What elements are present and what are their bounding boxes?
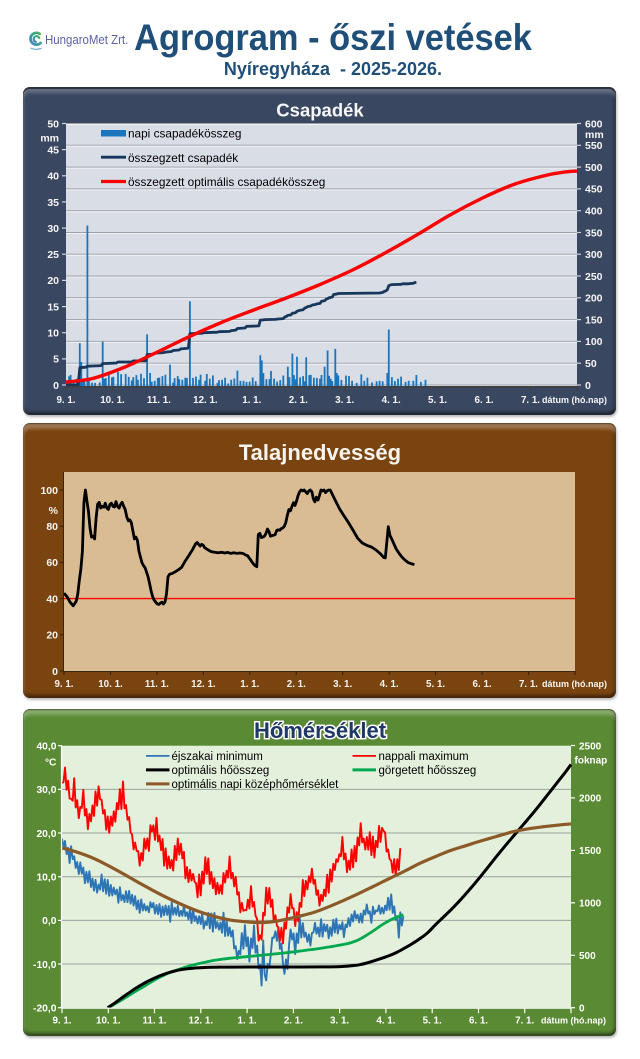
svg-text:napi csapadékösszeg: napi csapadékösszeg — [128, 127, 241, 141]
svg-text:400: 400 — [585, 206, 603, 218]
svg-text:2. 1.: 2. 1. — [287, 679, 306, 690]
svg-text:20: 20 — [47, 275, 59, 287]
svg-text:40,0: 40,0 — [36, 742, 56, 753]
svg-text:5: 5 — [53, 354, 59, 366]
svg-text:25: 25 — [47, 249, 59, 261]
svg-text:Csapadék: Csapadék — [276, 100, 364, 121]
svg-text:20: 20 — [46, 630, 58, 642]
svg-text:1. 1.: 1. 1. — [242, 395, 261, 406]
svg-text:6. 1.: 6. 1. — [475, 395, 494, 406]
svg-text:0: 0 — [579, 1004, 585, 1015]
svg-text:6. 1.: 6. 1. — [469, 1016, 488, 1027]
svg-text:mm: mm — [40, 133, 59, 145]
svg-text:45: 45 — [47, 144, 59, 156]
svg-text:30,0: 30,0 — [36, 785, 56, 796]
svg-text:°C: °C — [45, 758, 57, 769]
svg-text:50: 50 — [47, 118, 59, 130]
svg-text:9. 1.: 9. 1. — [52, 1016, 71, 1027]
svg-text:12. 1.: 12. 1. — [189, 1016, 214, 1027]
svg-text:5. 1.: 5. 1. — [428, 395, 447, 406]
svg-text:250: 250 — [585, 271, 603, 283]
svg-text:0: 0 — [53, 380, 59, 392]
svg-text:10. 1.: 10. 1. — [98, 679, 123, 690]
svg-text:7. 1.: 7. 1. — [515, 1016, 534, 1027]
svg-text:300: 300 — [585, 249, 603, 261]
svg-text:optimális napi középhőmérsékle: optimális napi középhőmérséklet — [172, 779, 340, 791]
svg-text:7. 1.: 7. 1. — [521, 395, 540, 406]
svg-text:mm: mm — [585, 129, 604, 141]
svg-text:550: 550 — [585, 140, 603, 152]
svg-text:2000: 2000 — [579, 794, 602, 805]
svg-text:görgetett hőösszeg: görgetett hőösszeg — [379, 765, 477, 777]
svg-text:3. 1.: 3. 1. — [333, 679, 352, 690]
svg-text:100: 100 — [585, 336, 603, 348]
svg-text:4. 1.: 4. 1. — [382, 395, 401, 406]
svg-text:7. 1.: 7. 1. — [519, 679, 538, 690]
svg-text:500: 500 — [579, 951, 596, 962]
svg-text:6. 1.: 6. 1. — [473, 679, 492, 690]
svg-text:40: 40 — [47, 171, 59, 183]
svg-text:Hőmérséklet: Hőmérséklet — [254, 718, 387, 743]
svg-text:11. 1.: 11. 1. — [145, 679, 169, 690]
svg-text:350: 350 — [585, 227, 603, 239]
svg-text:4. 1.: 4. 1. — [380, 679, 399, 690]
svg-text:150: 150 — [585, 314, 603, 326]
svg-text:-10,0: -10,0 — [33, 960, 57, 971]
svg-text:10. 1.: 10. 1. — [100, 395, 125, 406]
svg-text:10,0: 10,0 — [36, 873, 56, 884]
svg-text:80: 80 — [46, 521, 58, 533]
svg-text:200: 200 — [585, 293, 603, 305]
svg-text:dátum (hó.nap): dátum (hó.nap) — [541, 1016, 606, 1026]
svg-text:10: 10 — [47, 328, 59, 340]
svg-text:foknap: foknap — [575, 756, 608, 767]
svg-text:20,0: 20,0 — [36, 829, 56, 840]
svg-text:50: 50 — [585, 358, 597, 370]
svg-text:9. 1.: 9. 1. — [54, 679, 73, 690]
svg-text:0,0: 0,0 — [42, 916, 57, 927]
svg-text:%: % — [49, 505, 59, 517]
svg-text:dátum (hó.nap): dátum (hó.nap) — [542, 679, 607, 689]
svg-text:40: 40 — [46, 593, 58, 605]
svg-text:12. 1.: 12. 1. — [193, 395, 218, 406]
svg-text:12. 1.: 12. 1. — [191, 679, 216, 690]
svg-text:5. 1.: 5. 1. — [423, 1016, 442, 1027]
svg-text:optimális hőösszeg: optimális hőösszeg — [172, 765, 270, 777]
svg-text:3. 1.: 3. 1. — [335, 395, 354, 406]
svg-text:35: 35 — [47, 197, 59, 209]
svg-text:11. 1.: 11. 1. — [143, 1016, 167, 1027]
svg-text:Talajnedvesség: Talajnedvesség — [239, 440, 401, 465]
svg-text:15: 15 — [47, 301, 59, 313]
svg-text:600: 600 — [585, 118, 603, 130]
svg-text:1. 1.: 1. 1. — [240, 679, 259, 690]
svg-text:30: 30 — [47, 223, 59, 235]
svg-text:1500: 1500 — [579, 846, 602, 857]
svg-text:2500: 2500 — [579, 741, 602, 752]
svg-text:10. 1.: 10. 1. — [96, 1016, 121, 1027]
svg-text:0: 0 — [52, 666, 58, 678]
svg-text:1. 1.: 1. 1. — [238, 1016, 257, 1027]
svg-text:nappali maximum: nappali maximum — [379, 751, 469, 763]
svg-text:1000: 1000 — [579, 899, 602, 910]
svg-text:éjszakai minimum: éjszakai minimum — [172, 751, 263, 763]
svg-text:összegzett optimális csapadékö: összegzett optimális csapadékösszeg — [128, 175, 325, 189]
svg-text:összegzett csapadék: összegzett csapadék — [128, 151, 238, 165]
svg-text:100: 100 — [40, 485, 58, 497]
svg-text:450: 450 — [585, 184, 603, 196]
svg-text:dátum (hó.nap): dátum (hó.nap) — [542, 395, 607, 405]
svg-text:9. 1.: 9. 1. — [56, 395, 75, 406]
svg-text:2. 1.: 2. 1. — [289, 395, 308, 406]
svg-text:2. 1.: 2. 1. — [284, 1016, 303, 1027]
svg-text:5. 1.: 5. 1. — [426, 679, 445, 690]
svg-text:0: 0 — [585, 380, 591, 392]
svg-text:60: 60 — [46, 557, 58, 569]
svg-text:500: 500 — [585, 162, 603, 174]
svg-text:11. 1.: 11. 1. — [147, 395, 171, 406]
svg-text:4. 1.: 4. 1. — [376, 1016, 395, 1027]
svg-text:-20,0: -20,0 — [33, 1004, 57, 1015]
svg-text:3. 1.: 3. 1. — [330, 1016, 349, 1027]
